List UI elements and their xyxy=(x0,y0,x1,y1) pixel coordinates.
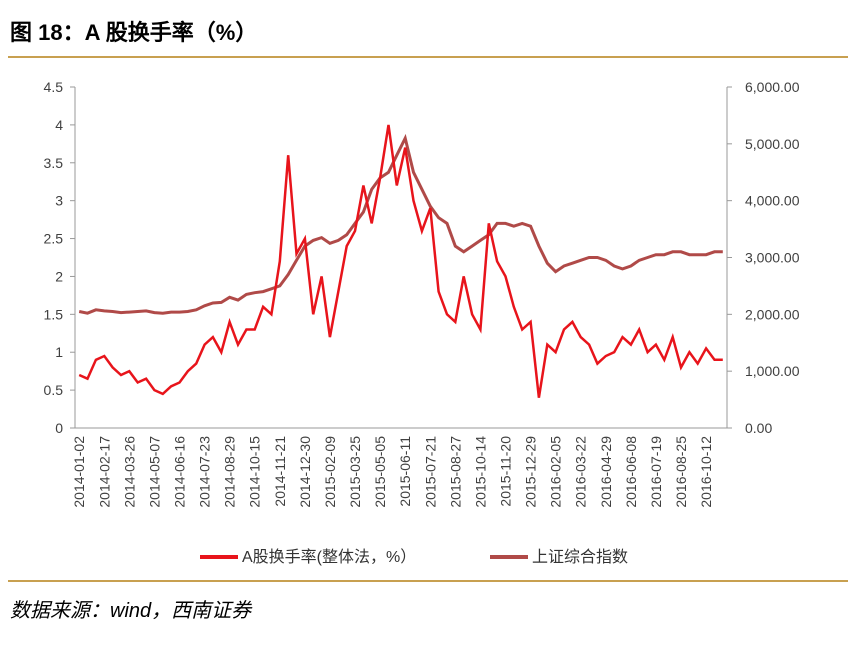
x-tick-label: 2015-03-25 xyxy=(347,436,363,508)
x-tick-label: 2015-06-11 xyxy=(397,436,413,507)
y2-tick-label: 2,000.00 xyxy=(745,306,800,322)
x-tick-label: 2014-06-16 xyxy=(171,436,187,508)
y-tick-label: 4.5 xyxy=(44,79,64,95)
y-tick-label: 0.5 xyxy=(44,382,64,398)
y-tick-label: 3 xyxy=(55,193,63,209)
y2-tick-label: 4,000.00 xyxy=(745,193,800,209)
y2-tick-label: 6,000.00 xyxy=(745,79,800,95)
x-tick-label: 2014-05-07 xyxy=(146,436,162,508)
y-tick-label: 2 xyxy=(55,268,63,284)
source: 数据来源：wind，西南证券 xyxy=(10,600,253,622)
series-line xyxy=(78,133,723,315)
y-tick-label: 1 xyxy=(55,344,63,360)
x-tick-label: 2014-01-02 xyxy=(71,436,87,508)
x-tick-label: 2014-11-21 xyxy=(272,436,288,507)
x-tick-label: 2014-07-23 xyxy=(197,436,213,508)
y-tick-label: 0 xyxy=(55,420,63,436)
x-tick-label: 2016-08-25 xyxy=(673,436,689,508)
x-tick-label: 2015-12-29 xyxy=(523,436,539,508)
y-tick-label: 4 xyxy=(55,117,63,133)
x-tick-label: 2015-11-20 xyxy=(497,436,513,507)
x-tick-label: 2014-08-29 xyxy=(222,436,238,508)
series-line xyxy=(78,124,723,398)
x-tick-label: 2015-05-05 xyxy=(372,436,388,508)
legend-label: 上证综合指数 xyxy=(532,548,628,566)
x-tick-label: 2015-08-27 xyxy=(447,436,463,508)
y2-tick-label: 3,000.00 xyxy=(745,250,800,266)
legend-label: A股换手率(整体法，%） xyxy=(242,548,416,566)
x-tick-label: 2016-04-29 xyxy=(598,436,614,508)
x-tick-label: 2015-02-09 xyxy=(322,436,338,508)
y-tick-label: 1.5 xyxy=(44,306,64,322)
y-tick-label: 3.5 xyxy=(44,155,64,171)
x-tick-label: 2014-10-15 xyxy=(247,436,263,508)
x-tick-label: 2016-10-12 xyxy=(698,436,714,508)
y2-tick-label: 1,000.00 xyxy=(745,363,800,379)
x-tick-label: 2015-10-14 xyxy=(472,436,488,508)
chart-title: 图 18：A 股换手率（%） xyxy=(10,20,257,45)
y2-tick-label: 0.00 xyxy=(745,420,772,436)
x-tick-label: 2014-12-30 xyxy=(297,436,313,508)
y2-tick-label: 5,000.00 xyxy=(745,136,800,152)
x-tick-label: 2016-06-08 xyxy=(623,436,639,508)
y-tick-label: 2.5 xyxy=(44,231,64,247)
x-tick-label: 2014-03-26 xyxy=(121,436,137,508)
x-tick-label: 2016-02-05 xyxy=(548,436,564,508)
x-tick-label: 2015-07-21 xyxy=(422,436,438,508)
x-tick-label: 2016-03-22 xyxy=(573,436,589,508)
x-tick-label: 2014-02-17 xyxy=(96,436,112,508)
x-tick-label: 2016-07-19 xyxy=(648,436,664,508)
